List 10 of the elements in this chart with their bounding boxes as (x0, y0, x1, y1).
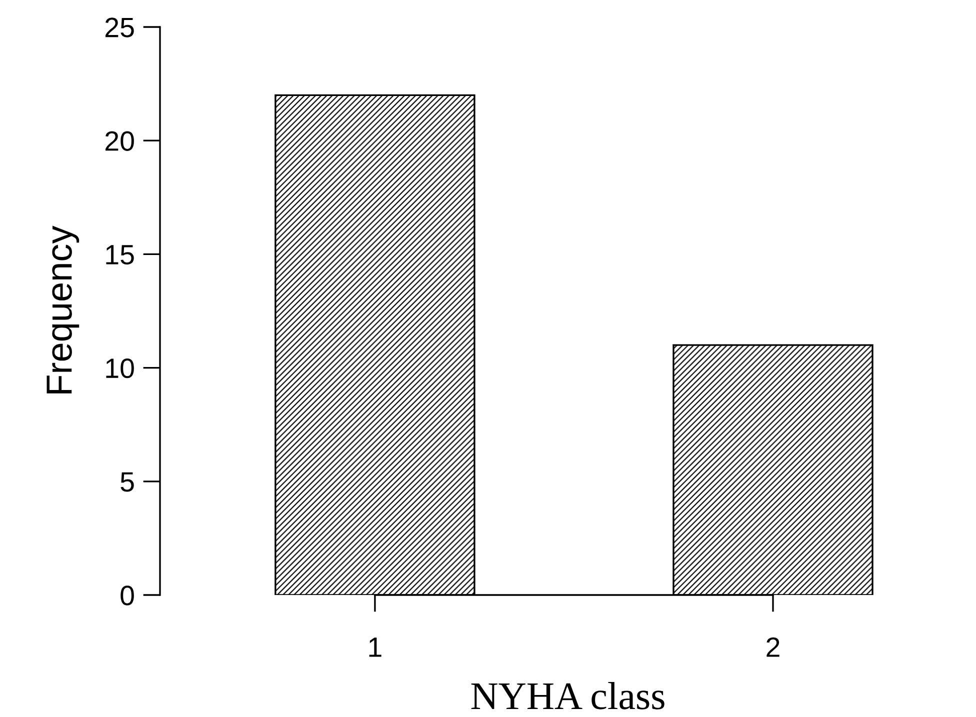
y-tick-label: 10 (106, 358, 134, 378)
x-tick-label: 1 (369, 638, 382, 657)
y-tick-label: 0 (120, 586, 134, 606)
x-tick-label: 2 (766, 637, 780, 657)
y-tick-label: 20 (106, 131, 134, 151)
x-axis-title: NYHA class (471, 682, 664, 710)
y-tick-label: 25 (106, 18, 134, 38)
y-axis-title: Frequency (46, 226, 80, 394)
y-tick-label: 5 (120, 472, 134, 492)
y-tick-label: 15 (106, 245, 134, 265)
